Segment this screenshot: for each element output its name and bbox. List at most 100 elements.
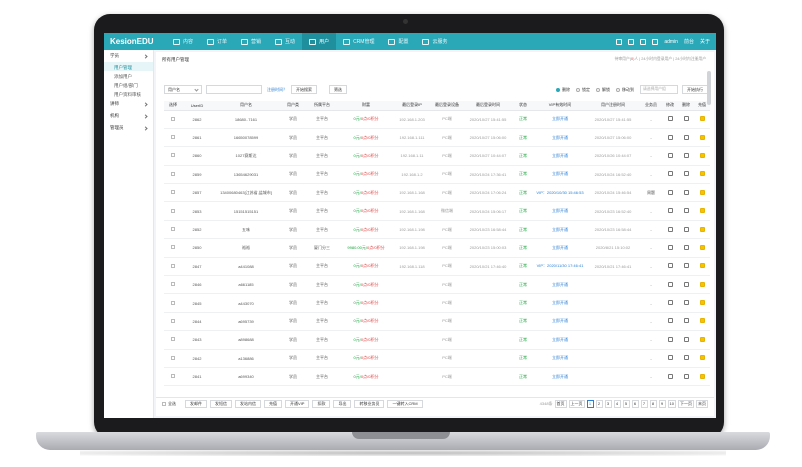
page-button-0[interactable]: 首页	[554, 400, 567, 408]
footer-button-0[interactable]: 发邮件	[185, 400, 207, 408]
vip-link[interactable]: 立即开通	[534, 128, 586, 148]
edit-icon[interactable]	[667, 208, 673, 214]
page-button-9[interactable]: 8	[649, 400, 657, 408]
sidebar-group-1[interactable]: 讲师	[104, 98, 153, 110]
vip-link[interactable]: 立即开通	[534, 201, 586, 221]
edit-icon[interactable]	[667, 134, 673, 140]
row-checkbox[interactable]	[171, 153, 175, 158]
admin-user[interactable]: admin	[664, 38, 678, 45]
vip-link[interactable]: 立即开通	[534, 293, 586, 313]
user-name[interactable]: a898688	[212, 330, 280, 350]
search-field-select[interactable]: 用户名	[164, 85, 202, 94]
edit-icon[interactable]	[667, 116, 673, 122]
edit-icon[interactable]	[667, 318, 673, 324]
nav-item-3[interactable]: 互动	[268, 33, 302, 50]
trash-icon[interactable]	[683, 373, 689, 379]
page-button-11[interactable]: 10	[667, 400, 676, 408]
trash-icon[interactable]	[683, 226, 689, 232]
vip-link[interactable]: 立即开通	[534, 165, 586, 185]
sidebar-group-0[interactable]: 学员	[104, 50, 153, 62]
row-checkbox[interactable]	[171, 227, 175, 232]
page-button-4[interactable]: 3	[604, 400, 612, 408]
row-checkbox[interactable]	[171, 208, 175, 213]
row-checkbox[interactable]	[171, 135, 175, 140]
edit-icon[interactable]	[667, 171, 673, 177]
nav-item-5[interactable]: CRM管理	[336, 33, 381, 50]
radio-option-1[interactable]: 锁定	[576, 87, 590, 93]
coins-icon[interactable]	[699, 134, 705, 140]
radio-dot[interactable]	[556, 87, 560, 92]
coins-icon[interactable]	[699, 318, 705, 324]
footer-button-2[interactable]: 发站内信	[235, 400, 261, 408]
user-name[interactable]: 1027赛斯达	[212, 146, 280, 166]
footer-button-7[interactable]: 转移业务员	[354, 400, 385, 408]
radio-dot[interactable]	[596, 87, 600, 92]
radio-option-0[interactable]: 删除	[556, 87, 570, 93]
trash-icon[interactable]	[683, 171, 689, 177]
sidebar-group-2[interactable]: 机构	[104, 110, 153, 122]
page-button-5[interactable]: 4	[613, 400, 621, 408]
page-button-10[interactable]: 9	[658, 400, 666, 408]
coins-icon[interactable]	[699, 152, 705, 158]
vip-link[interactable]: 立即开通	[534, 146, 586, 166]
trash-icon[interactable]	[683, 208, 689, 214]
user-name[interactable]: a695739	[212, 312, 280, 332]
page-button-8[interactable]: 7	[640, 400, 648, 408]
home-icon[interactable]	[616, 38, 623, 45]
user-name[interactable]: 16650078599	[212, 128, 280, 148]
user-name[interactable]: 五味	[212, 220, 280, 240]
trash-icon[interactable]	[683, 263, 689, 269]
trash-icon[interactable]	[683, 300, 689, 306]
coins-icon[interactable]	[699, 116, 705, 122]
vip-link[interactable]: 立即开通	[534, 110, 586, 129]
page-button-2[interactable]: 1	[586, 400, 594, 408]
coins-icon[interactable]	[699, 189, 705, 195]
vip-link[interactable]: 立即开通	[534, 330, 586, 350]
edit-icon[interactable]	[667, 263, 673, 269]
radio-option-2[interactable]: 解锁	[596, 87, 610, 93]
user-name[interactable]: 裕裕	[212, 238, 280, 258]
row-checkbox[interactable]	[171, 116, 175, 121]
filter-button[interactable]: 筛选	[329, 85, 347, 94]
trash-icon[interactable]	[683, 116, 689, 122]
page-button-6[interactable]: 5	[622, 400, 630, 408]
row-checkbox[interactable]	[171, 245, 175, 250]
user-name[interactable]: 18680..7161	[212, 110, 280, 129]
nav-item-6[interactable]: 配置	[381, 33, 415, 50]
nav-item-0[interactable]: 内容	[166, 33, 200, 50]
page-button-13[interactable]: 末页	[696, 400, 708, 408]
page-button-3[interactable]: 2	[595, 400, 603, 408]
nav-item-7[interactable]: 云服务	[415, 33, 454, 50]
frontend-link[interactable]: 前台	[683, 39, 694, 45]
row-checkbox[interactable]	[171, 282, 175, 287]
vip-link[interactable]: VIP：2020/10/30 15:46:53	[534, 183, 586, 203]
scrollbar[interactable]	[707, 71, 711, 105]
monitor-icon[interactable]	[628, 38, 635, 45]
user-name[interactable]: 13654629031	[212, 165, 280, 185]
footer-button-3[interactable]: 充值	[264, 400, 282, 408]
search-button[interactable]: 开始搜索	[291, 85, 317, 94]
footer-button-4[interactable]: 开通VIP	[285, 400, 310, 408]
trash-icon[interactable]	[683, 281, 689, 287]
about-link[interactable]: 关于	[699, 39, 710, 45]
coins-icon[interactable]	[699, 355, 705, 361]
row-checkbox[interactable]	[171, 171, 175, 176]
edit-icon[interactable]	[667, 373, 673, 379]
vip-link[interactable]: 立即开通	[534, 312, 586, 332]
coins-icon[interactable]	[699, 300, 705, 306]
sidebar-item-0-1[interactable]: 添加用户	[114, 74, 132, 79]
nav-item-2[interactable]: 营销	[234, 33, 268, 50]
coins-icon[interactable]	[699, 281, 705, 287]
footer-button-8[interactable]: 一键转入CRM	[387, 400, 423, 408]
refresh-icon[interactable]	[652, 38, 659, 45]
footer-button-6[interactable]: 导出	[333, 400, 352, 408]
radio-dot[interactable]	[576, 87, 580, 92]
coins-icon[interactable]	[699, 336, 705, 342]
mobile-icon[interactable]	[640, 38, 647, 45]
row-checkbox[interactable]	[171, 190, 175, 195]
vip-link[interactable]: 立即开通	[534, 220, 586, 240]
vip-link[interactable]: 立即开通	[534, 275, 586, 295]
vip-link[interactable]: 立即开通	[534, 238, 586, 258]
user-name[interactable]: a136886	[212, 349, 280, 368]
search-input[interactable]	[206, 85, 262, 94]
